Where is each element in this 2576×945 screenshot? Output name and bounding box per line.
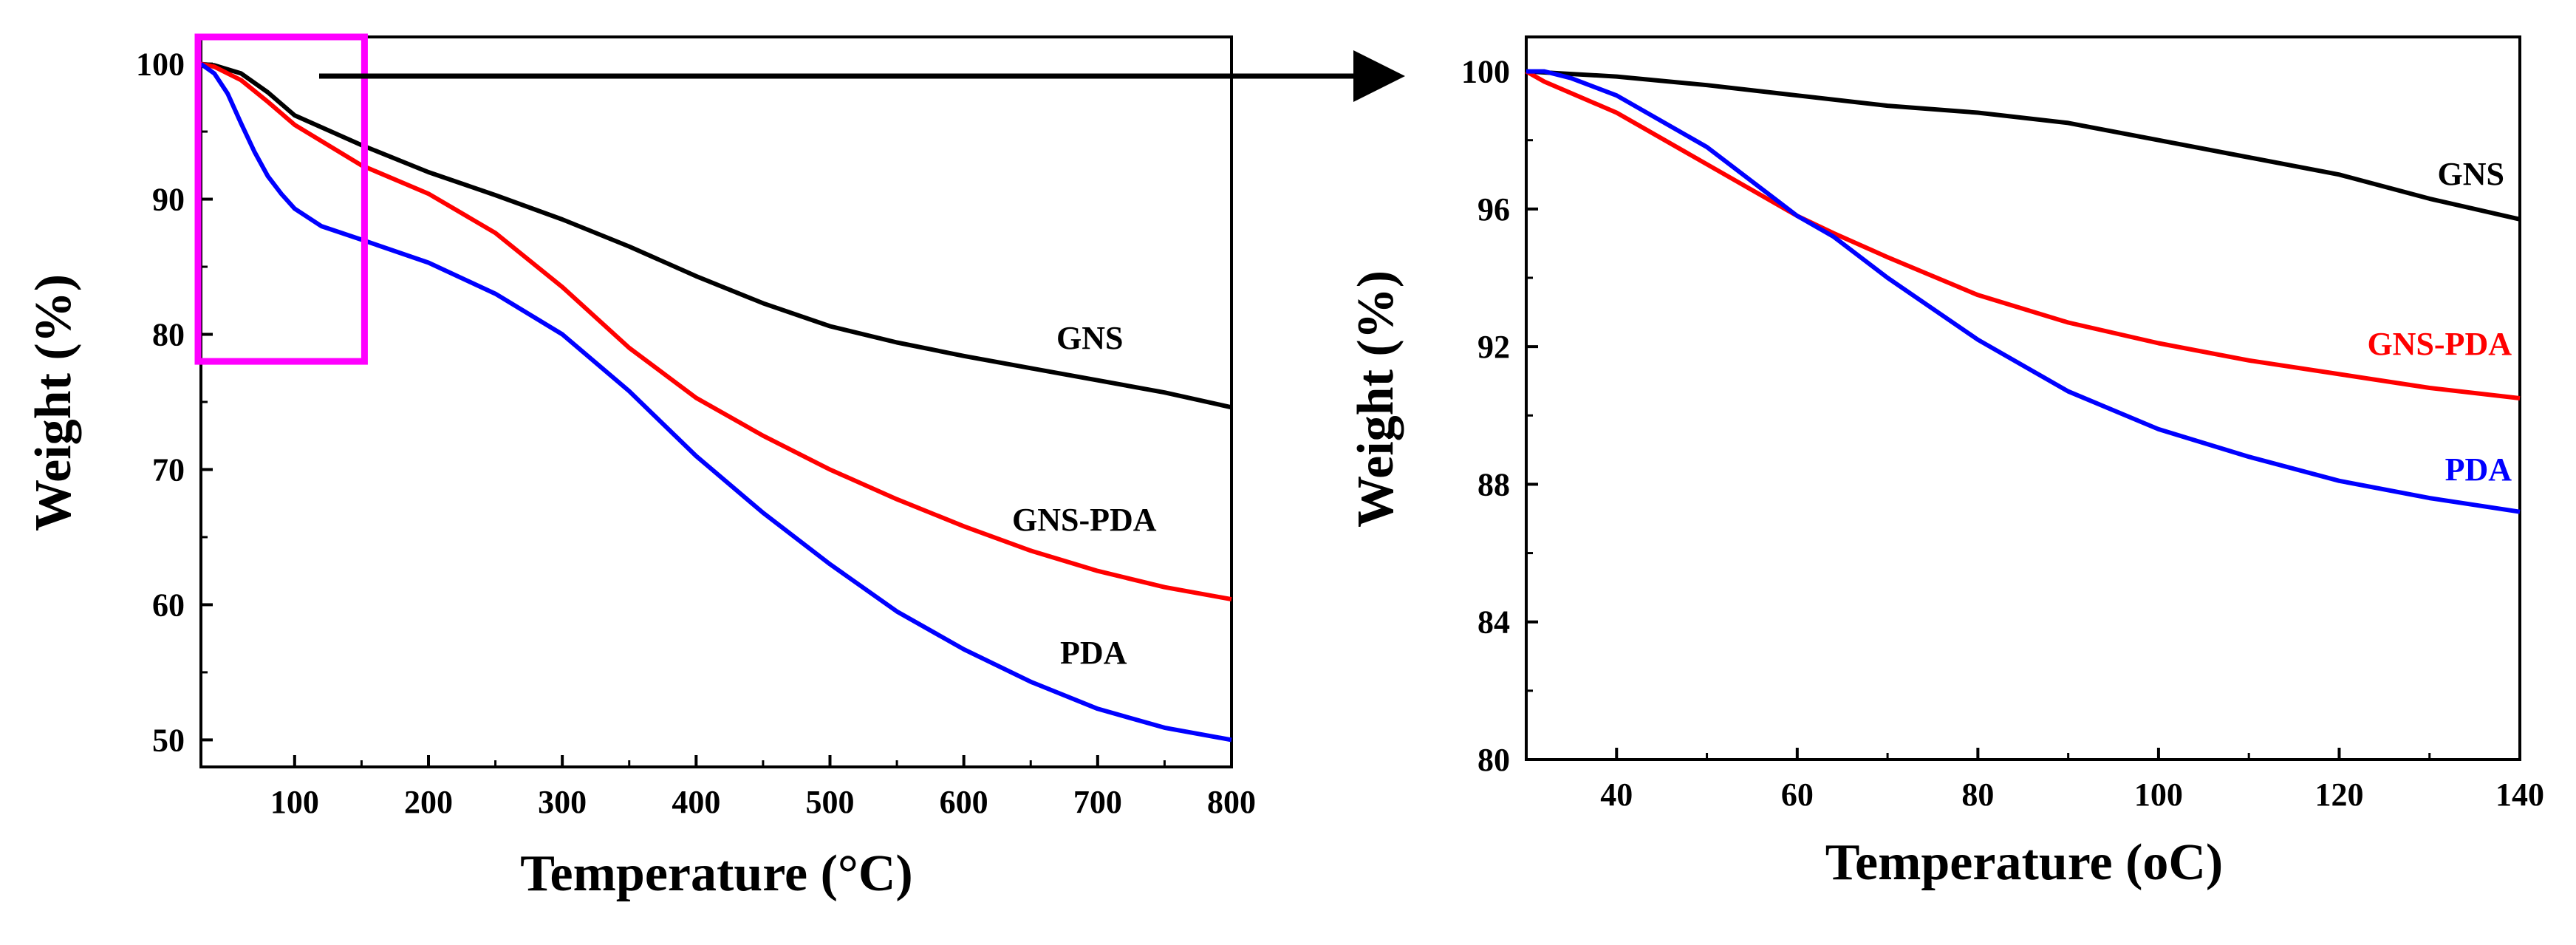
left-axis-ticks: 100 200 300 400 500 600 700 800 50 60 70 80 90 100 xyxy=(136,47,1256,820)
left-x-axis-title: Temperature (°C) xyxy=(520,845,913,902)
left-x-tick-label-800: 800 xyxy=(1207,784,1256,820)
right-series-line-pda xyxy=(1526,69,2521,514)
left-series-labels: GNS GNS-PDA PDA xyxy=(1012,320,1157,671)
right-series-label-gns: GNS xyxy=(2438,156,2504,192)
left-x-tick-label-100: 100 xyxy=(270,784,319,820)
right-x-tick-label-60: 60 xyxy=(1781,777,1814,813)
right-y-tick-label-92: 92 xyxy=(1477,329,1510,365)
left-y-tick-label-70: 70 xyxy=(152,451,185,488)
left-series-lines xyxy=(199,61,1232,743)
right-series-label-gns-pda: GNS-PDA xyxy=(2367,326,2512,362)
left-y-axis-title: Weight (%) xyxy=(25,274,82,531)
right-x-tick-label-80: 80 xyxy=(1961,777,1994,813)
right-series-lines xyxy=(1525,69,2521,514)
right-x-tick-label-40: 40 xyxy=(1600,777,1633,813)
left-series-label-pda: PDA xyxy=(1060,635,1127,671)
right-axis-ticks: 40 60 80 100 120 140 80 84 88 92 96 100 xyxy=(1461,54,2544,813)
right-panel: 40 60 80 100 120 140 80 84 88 92 96 100 GNS GNS-PDA… xyxy=(1347,35,2544,891)
right-y-tick-label-88: 88 xyxy=(1477,466,1510,502)
left-series-label-gns: GNS xyxy=(1056,320,1123,356)
right-x-tick-label-120: 120 xyxy=(2314,777,2363,813)
right-y-tick-label-84: 84 xyxy=(1477,604,1510,641)
right-series-line-gns xyxy=(1526,69,2521,222)
left-y-tick-label-100: 100 xyxy=(136,47,185,83)
left-y-tick-label-50: 50 xyxy=(152,722,185,758)
left-series-line-pda xyxy=(199,62,1232,743)
right-x-tick-label-100: 100 xyxy=(2134,777,2183,813)
right-y-axis-title: Weight (%) xyxy=(1347,270,1404,528)
left-y-tick-label-60: 60 xyxy=(152,587,185,623)
left-y-tick-label-80: 80 xyxy=(152,317,185,353)
left-x-tick-label-300: 300 xyxy=(538,784,587,820)
left-y-tick-label-90: 90 xyxy=(152,182,185,218)
right-x-tick-label-140: 140 xyxy=(2495,777,2544,813)
left-x-tick-label-400: 400 xyxy=(672,784,720,820)
zoom-highlight-box xyxy=(194,33,368,365)
left-panel: 100 200 300 400 500 600 700 800 50 60 70 80 90 100 GN… xyxy=(25,33,1256,902)
right-y-tick-label-100: 100 xyxy=(1461,54,1510,90)
left-series-line-gns-pda xyxy=(200,61,1232,602)
right-series-label-pda: PDA xyxy=(2445,451,2512,488)
left-x-tick-label-600: 600 xyxy=(940,784,988,820)
left-series-label-gns-pda: GNS-PDA xyxy=(1012,502,1157,538)
right-x-axis-title: Temperature (oC) xyxy=(1825,834,2224,891)
right-y-tick-label-80: 80 xyxy=(1477,742,1510,778)
right-series-labels: GNS GNS-PDA PDA xyxy=(2367,156,2512,488)
right-y-tick-label-96: 96 xyxy=(1477,191,1510,228)
right-series-line-gns-pda xyxy=(1525,69,2521,400)
left-x-tick-label-700: 700 xyxy=(1073,784,1122,820)
left-series-line-gns xyxy=(200,61,1232,410)
left-x-tick-label-200: 200 xyxy=(404,784,453,820)
left-x-tick-label-500: 500 xyxy=(805,784,854,820)
